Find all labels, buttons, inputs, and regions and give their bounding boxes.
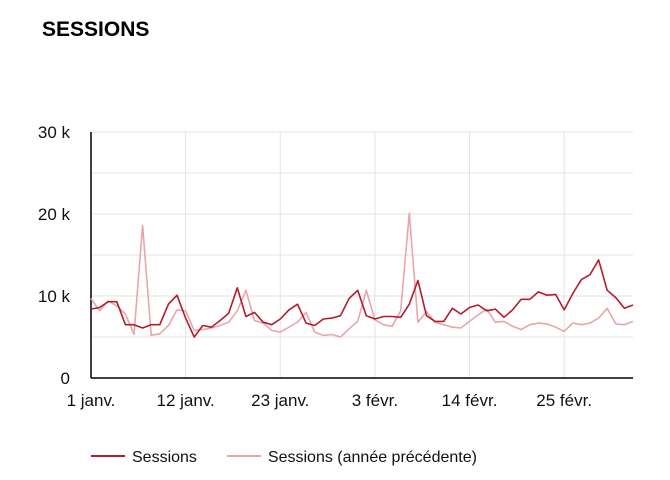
x-tick-label: 25 févr. [536, 391, 592, 410]
x-axis-ticks: 1 janv. 12 janv. 23 janv. 3 févr. 14 févr. 25… [67, 391, 592, 410]
x-tick-label: 1 janv. [67, 391, 116, 410]
x-tick-label: 12 janv. [156, 391, 214, 410]
legend-label: Sessions [132, 449, 197, 466]
series-line [90, 212, 634, 338]
series-line [90, 259, 634, 338]
y-tick-label: 30 k [38, 123, 71, 142]
x-tick-label: 14 févr. [442, 391, 498, 410]
y-axis-ticks: 0 10 k 20 k 30 k [38, 123, 71, 388]
x-tick-label: 23 janv. [251, 391, 309, 410]
series-lines [90, 212, 634, 338]
y-tick-label: 10 k [38, 287, 71, 306]
y-tick-label: 20 k [38, 205, 71, 224]
x-tick-label: 3 févr. [352, 391, 398, 410]
legend-label: Sessions (année précédente) [268, 449, 477, 466]
legend: Sessions Sessions (année précédente) [91, 449, 477, 466]
axes [90, 132, 633, 379]
chart-title: SESSIONS [42, 18, 150, 41]
y-tick-label: 0 [61, 369, 70, 388]
grid [91, 131, 633, 378]
